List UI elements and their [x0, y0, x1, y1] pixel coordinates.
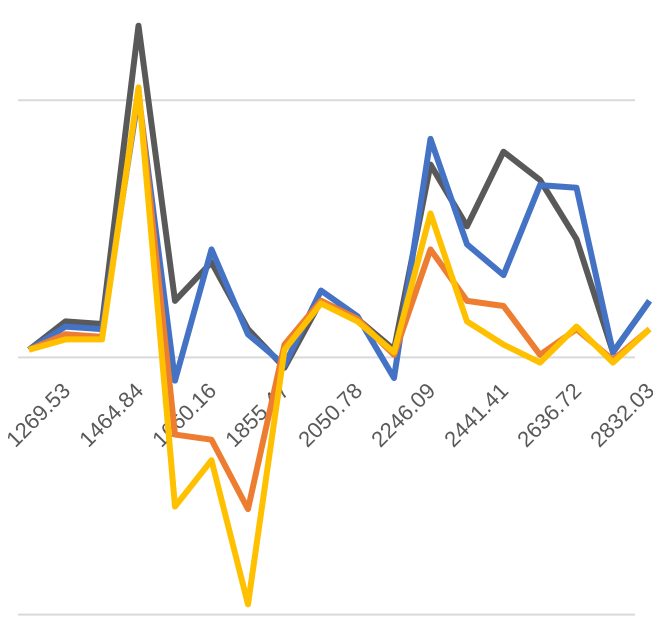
x-tick-label: 1464.84 [74, 378, 148, 452]
x-tick-label: 1855.47 [220, 378, 294, 452]
x-tick-label: 2636.72 [512, 378, 586, 452]
x-tick-label: 2050.78 [293, 378, 367, 452]
x-tick-label: 2832.03 [585, 378, 653, 452]
series-line [28, 84, 652, 608]
x-tick-label: 1269.53 [1, 378, 75, 452]
x-tick-label: 2441.41 [439, 378, 513, 452]
x-tick-label: 2246.09 [366, 378, 440, 452]
